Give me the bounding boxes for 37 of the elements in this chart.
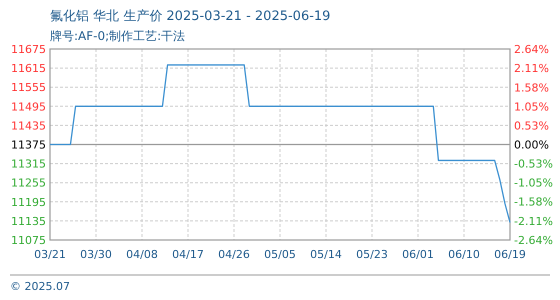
y2-tick-label: 2.64% xyxy=(514,43,549,56)
y2-tick-label: -2.64% xyxy=(514,234,553,247)
y2-tick-label: 1.58% xyxy=(514,81,549,94)
y2-tick-label: -2.11% xyxy=(514,214,553,228)
y-tick-label: 11135 xyxy=(11,214,46,228)
x-tick-label: 06/19 xyxy=(494,248,526,261)
y2-tick-label: -0.53% xyxy=(514,158,553,171)
y2-tick-label: -1.05% xyxy=(514,176,553,190)
y-tick-label: 11495 xyxy=(11,100,46,114)
line-series xyxy=(49,64,511,224)
x-tick-label: 03/21 xyxy=(34,248,66,261)
x-tick-label: 05/05 xyxy=(264,248,296,261)
x-tick-label: 04/26 xyxy=(218,248,250,261)
text: © 2025.07 xyxy=(10,280,70,293)
x-tick-label: 05/23 xyxy=(356,248,388,261)
y-tick-label: 11075 xyxy=(11,234,46,247)
y-tick-label: 11375 xyxy=(11,138,46,152)
y-tick-label: 11255 xyxy=(11,176,46,190)
y-tick-label: 11315 xyxy=(11,158,46,171)
y-tick-label: 11675 xyxy=(11,43,46,56)
y-tick-label: 11555 xyxy=(11,81,46,94)
x-tick-label: 04/08 xyxy=(126,248,158,261)
x-tick-label: 06/01 xyxy=(402,248,434,261)
y2-tick-label: 0.53% xyxy=(514,119,549,132)
y-tick-label: 11615 xyxy=(11,62,46,76)
x-tick-label: 03/30 xyxy=(80,248,112,261)
y2-tick-label: 0.00% xyxy=(514,138,549,152)
chart-title: 氟化铝 华北 生产价 2025-03-21 - 2025-06-19 xyxy=(50,9,330,24)
y-tick-label: 11435 xyxy=(11,119,46,132)
x-tick-label: 05/14 xyxy=(310,248,342,261)
x-tick-label: 06/10 xyxy=(448,248,480,261)
chart-subtitle: 牌号:AF-0;制作工艺:干法 xyxy=(50,29,186,43)
y2-tick-label: 2.11% xyxy=(514,62,549,76)
y-tick-label: 11195 xyxy=(11,196,46,209)
x-tick-label: 04/17 xyxy=(172,248,204,261)
y2-tick-label: -1.58% xyxy=(514,196,553,209)
y2-tick-label: 1.05% xyxy=(514,100,549,114)
